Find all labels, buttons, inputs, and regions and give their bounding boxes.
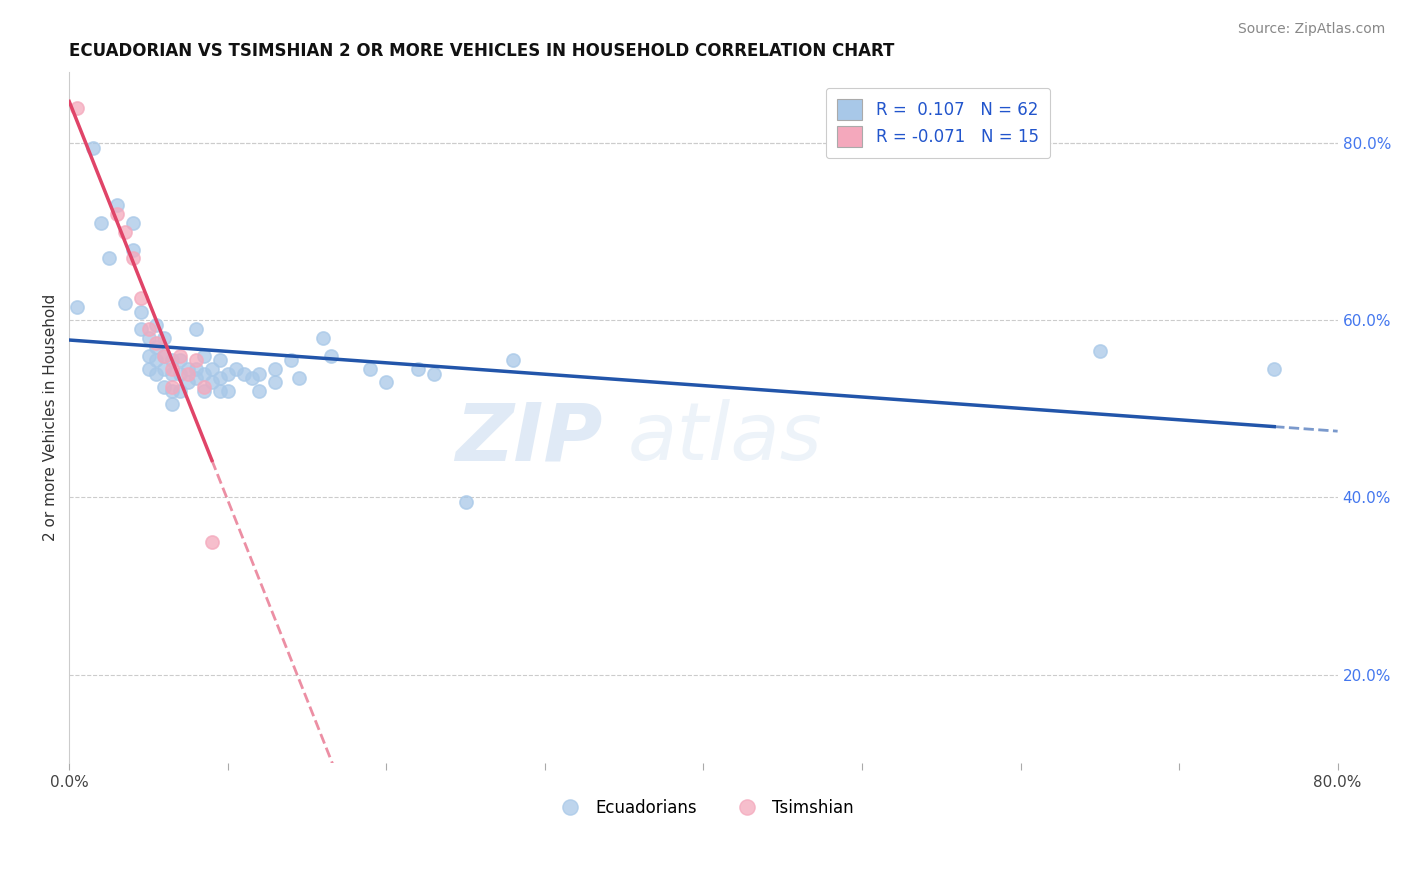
Point [138, 322, 160, 336]
Point [184, 353, 207, 368]
Point [97, 252, 120, 266]
Point [184, 322, 207, 336]
Point [264, 376, 287, 390]
Point [169, 349, 191, 363]
Point [217, 367, 239, 381]
Point [217, 384, 239, 399]
Point [121, 252, 143, 266]
Point [162, 353, 184, 368]
Point [208, 384, 231, 399]
Text: atlas: atlas [627, 400, 823, 477]
Point [208, 371, 231, 385]
Point [105, 207, 128, 221]
Point [249, 384, 271, 399]
Point [319, 349, 342, 363]
Point [114, 225, 136, 239]
Point [145, 335, 167, 350]
Point [193, 367, 215, 381]
Point [162, 397, 184, 411]
Text: ECUADORIAN VS TSIMSHIAN 2 OR MORE VEHICLES IN HOUSEHOLD CORRELATION CHART: ECUADORIAN VS TSIMSHIAN 2 OR MORE VEHICL… [69, 42, 894, 60]
Point [138, 362, 160, 376]
Point [225, 362, 247, 376]
Point [145, 318, 167, 332]
Point [201, 534, 224, 549]
Point [162, 384, 184, 399]
Point [208, 353, 231, 368]
Point [169, 353, 191, 368]
Point [1088, 344, 1111, 359]
Point [193, 380, 215, 394]
Point [1263, 362, 1285, 376]
Point [129, 304, 152, 318]
Point [121, 216, 143, 230]
Point [177, 367, 200, 381]
Point [177, 362, 200, 376]
Point [240, 371, 263, 385]
Point [145, 367, 167, 381]
Y-axis label: 2 or more Vehicles in Household: 2 or more Vehicles in Household [44, 294, 58, 541]
Point [162, 362, 184, 376]
Point [193, 384, 215, 399]
Point [177, 376, 200, 390]
Point [153, 331, 176, 345]
Point [201, 362, 224, 376]
Point [138, 331, 160, 345]
Point [184, 371, 207, 385]
Point [153, 380, 176, 394]
Point [138, 349, 160, 363]
Point [105, 198, 128, 212]
Point [169, 367, 191, 381]
Point [153, 362, 176, 376]
Point [129, 322, 152, 336]
Point [193, 349, 215, 363]
Point [145, 353, 167, 368]
Point [423, 367, 446, 381]
Point [232, 367, 254, 381]
Point [153, 349, 176, 363]
Point [82, 141, 104, 155]
Point [114, 295, 136, 310]
Point [66, 300, 89, 314]
Point [249, 367, 271, 381]
Point [121, 243, 143, 257]
Legend: Ecuadorians, Tsimshian: Ecuadorians, Tsimshian [547, 792, 860, 824]
Point [264, 362, 287, 376]
Point [312, 331, 335, 345]
Point [169, 384, 191, 399]
Text: Source: ZipAtlas.com: Source: ZipAtlas.com [1237, 22, 1385, 37]
Point [162, 380, 184, 394]
Point [288, 371, 311, 385]
Point [201, 376, 224, 390]
Point [162, 367, 184, 381]
Text: ZIP: ZIP [454, 400, 602, 477]
Point [90, 216, 112, 230]
Point [502, 353, 524, 368]
Point [359, 362, 381, 376]
Point [66, 101, 89, 115]
Point [129, 291, 152, 305]
Point [153, 349, 176, 363]
Point [145, 340, 167, 354]
Point [375, 376, 398, 390]
Point [406, 362, 429, 376]
Point [184, 362, 207, 376]
Point [454, 495, 477, 509]
Point [280, 353, 302, 368]
